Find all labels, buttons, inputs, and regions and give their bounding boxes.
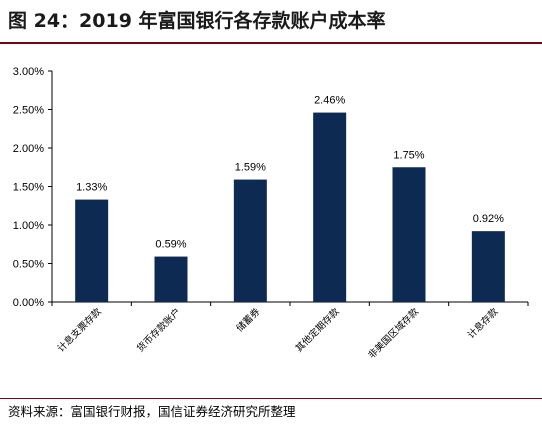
title-divider [0,42,542,44]
data-label: 0.59% [155,239,186,251]
footer-divider [0,398,542,399]
source-note: 资料来源：富国银行财报，国信证券经济研究所整理 [8,404,296,419]
bar [75,199,109,302]
y-tick-label: 2.00% [13,143,44,155]
x-tick-label: 其他定期存款 [293,305,342,354]
bar-chart: 0.00% 0.50% 1.00% 1.50% 2.00% 2.50% 3.00% 1.33… [13,66,529,362]
x-tick-label: 储蓄券 [234,305,263,334]
x-tick-label: 非美国区域存款 [366,305,422,361]
y-tick-label: 3.00% [13,66,44,78]
data-label: 0.92% [473,213,504,225]
data-label: 1.59% [235,162,266,174]
labels: 1.33% 计息支票存款 0.59% 货币存款账户 1.59% 储蓄券 2.46% 其他定期存… [55,95,504,362]
bar [154,256,188,302]
bar [233,179,267,302]
x-tick-label: 货币存款账户 [134,306,183,355]
bar [313,112,347,302]
bars [75,112,505,302]
y-tick-label: 1.00% [13,220,44,232]
data-label: 1.75% [393,149,424,161]
x-tick-label: 计息存款 [465,305,501,341]
chart-title: 图 24：2019 年富国银行各存款账户成本率 [8,10,386,32]
data-label: 2.46% [314,95,345,107]
axes: 0.00% 0.50% 1.00% 1.50% 2.00% 2.50% 3.00% [13,66,529,309]
data-label: 1.33% [76,182,107,194]
y-tick-label: 1.50% [13,182,44,194]
bar [471,231,505,302]
x-tick-label: 计息支票存款 [55,305,104,354]
y-tick-label: 0.00% [13,297,44,309]
bar [392,167,426,302]
y-tick-label: 2.50% [13,105,44,117]
y-tick-label: 0.50% [13,259,44,271]
